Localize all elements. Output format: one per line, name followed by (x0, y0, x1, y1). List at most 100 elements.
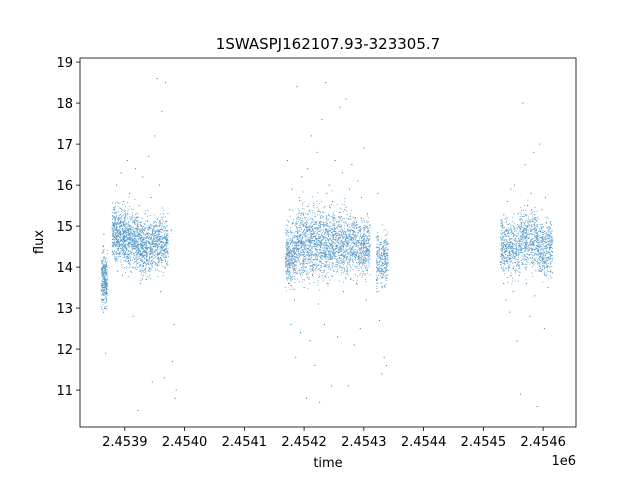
data-point (507, 266, 509, 268)
x-tick-label: 2.4545 (461, 435, 507, 450)
data-point (112, 242, 114, 243)
y-tick-label: 17 (56, 138, 73, 153)
data-point (151, 381, 153, 383)
data-point (161, 110, 163, 112)
data-point (376, 291, 378, 293)
data-point (119, 233, 121, 235)
data-point (163, 377, 165, 379)
y-tick-label: 15 (56, 220, 73, 235)
data-point (333, 270, 335, 272)
data-point (141, 229, 143, 231)
data-point (368, 250, 370, 252)
data-point (340, 266, 342, 268)
chart-title: 1SWASPJ162107.93-323305.7 (216, 35, 440, 53)
data-point (296, 86, 298, 88)
data-point (362, 274, 364, 276)
data-point (505, 299, 507, 301)
data-point (291, 188, 293, 190)
data-point (290, 324, 292, 325)
data-point (506, 201, 508, 202)
data-point (511, 246, 513, 248)
data-point (359, 328, 361, 330)
data-point (513, 184, 515, 186)
data-point (115, 184, 117, 186)
data-point (104, 258, 106, 260)
data-point (504, 233, 506, 235)
data-point (321, 119, 323, 120)
data-point (153, 246, 155, 248)
data-point (541, 209, 543, 211)
data-point (500, 254, 502, 256)
data-point (530, 192, 532, 194)
data-point (531, 262, 533, 264)
data-point (129, 192, 131, 194)
data-point (160, 291, 162, 293)
data-point (358, 242, 360, 243)
data-point (528, 250, 530, 252)
data-point (170, 229, 172, 231)
plot-area-frame (79, 57, 577, 428)
data-point (135, 168, 137, 170)
data-point (298, 196, 300, 198)
data-point (123, 201, 125, 202)
data-point (546, 266, 548, 268)
data-point (120, 172, 122, 174)
data-point (322, 250, 324, 252)
data-point (512, 291, 514, 293)
data-point (149, 270, 151, 272)
data-point (519, 393, 521, 395)
data-point (347, 385, 349, 387)
data-point (130, 270, 132, 272)
data-point (335, 246, 337, 248)
data-point (164, 82, 166, 84)
data-point (326, 192, 328, 194)
data-point (113, 209, 115, 211)
data-point (121, 274, 123, 276)
data-point (537, 242, 539, 243)
data-point (383, 356, 385, 358)
data-point (503, 283, 505, 284)
x-tick-label: 2.4543 (341, 435, 387, 450)
x-tick-label: 2.4540 (162, 435, 208, 450)
data-point (139, 283, 141, 284)
data-point (313, 205, 315, 207)
data-point (317, 303, 319, 305)
data-point (357, 180, 359, 182)
y-tick-label: 14 (56, 261, 73, 276)
data-point (542, 254, 544, 256)
data-point (137, 410, 139, 412)
data-point (341, 172, 343, 174)
data-point (337, 336, 339, 338)
data-point (133, 221, 135, 223)
data-point (118, 217, 120, 219)
data-point (325, 82, 327, 84)
data-point (174, 397, 176, 399)
data-point (315, 237, 317, 239)
data-point (305, 397, 307, 399)
data-point (339, 106, 341, 108)
data-point (117, 270, 119, 272)
data-point (303, 287, 305, 289)
data-point (548, 233, 550, 235)
data-point (365, 299, 367, 301)
data-point (377, 192, 379, 194)
data-point (327, 283, 329, 284)
data-point (302, 266, 304, 268)
x-axis-label: time (313, 456, 342, 471)
data-point (154, 135, 156, 137)
data-point (349, 188, 351, 190)
data-point (527, 205, 529, 207)
data-point (158, 184, 160, 186)
data-point (173, 324, 175, 325)
data-point (142, 176, 144, 178)
data-point (309, 340, 311, 342)
data-point (378, 319, 380, 321)
data-point (545, 196, 547, 198)
data-point (311, 274, 313, 276)
x-tick-label: 2.4539 (102, 435, 148, 450)
data-point (381, 373, 383, 375)
data-point (351, 164, 353, 166)
data-point (145, 278, 147, 280)
x-tick-label: 2.4541 (222, 435, 268, 450)
data-point (314, 365, 316, 366)
